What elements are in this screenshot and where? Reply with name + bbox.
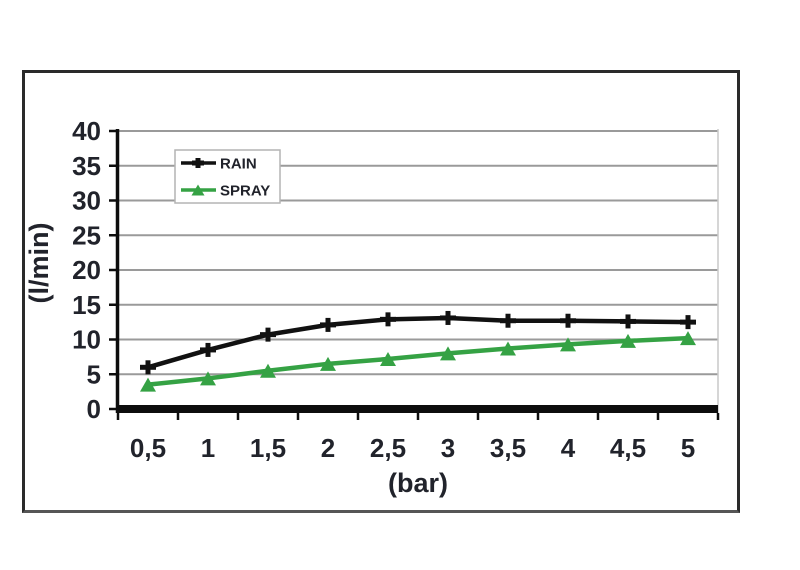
legend-label-rain: RAIN (220, 156, 257, 173)
x-tick-label: 0,5 (130, 433, 166, 463)
y-tick-label: 15 (72, 290, 101, 320)
y-tick-label: 35 (72, 151, 101, 181)
y-tick-label: 10 (72, 325, 101, 355)
triangle-marker-icon (560, 337, 576, 352)
flow-chart-svg: 0 5 10 15 20 25 30 35 40 0,5 1 1,5 2 2,5 3 3,5 4 4,5 5 (bar… (24, 116, 720, 498)
triangle-marker-icon (620, 333, 636, 348)
legend-label-spray: SPRAY (220, 183, 270, 200)
x-tick-label: 4 (561, 433, 576, 463)
y-axis-title: (l/min) (25, 223, 54, 304)
series-line-rain (147, 315, 689, 370)
x-tick-label: 4,5 (610, 433, 646, 463)
x-tick-label: 1 (201, 433, 215, 463)
triangle-marker-icon (191, 184, 205, 196)
x-tick-label: 1,5 (250, 433, 286, 463)
x-axis-title: (bar) (388, 468, 448, 498)
x-tick-label: 5 (681, 433, 695, 463)
triangle-marker-icon (260, 363, 276, 378)
triangle-marker-icon (380, 351, 396, 366)
y-tick-label: 5 (87, 359, 101, 389)
triangle-marker-icon (140, 377, 156, 392)
series-spray (140, 331, 696, 392)
y-tick-label: 40 (72, 116, 101, 146)
y-tick-label: 25 (72, 220, 101, 250)
y-tick-label: 20 (72, 255, 101, 285)
chart-frame: 0 5 10 15 20 25 30 35 40 0,5 1 1,5 2 2,5 3 3,5 4 4,5 5 (bar… (22, 70, 740, 513)
x-tick-label: 3 (441, 433, 455, 463)
x-tick-label: 2 (321, 433, 335, 463)
legend: RAIN SPRAY (174, 149, 281, 204)
triangle-marker-icon (200, 371, 216, 386)
series-line-spray (147, 335, 689, 387)
series-rain (140, 310, 696, 375)
triangle-marker-icon (320, 356, 336, 371)
y-tick-label: 0 (87, 394, 101, 424)
x-tick-label: 2,5 (370, 433, 406, 463)
y-tick-label: 30 (72, 186, 101, 216)
triangle-marker-icon (680, 331, 696, 346)
triangle-marker-icon (440, 346, 456, 361)
x-tick-label: 3,5 (490, 433, 526, 463)
triangle-marker-icon (500, 341, 516, 356)
